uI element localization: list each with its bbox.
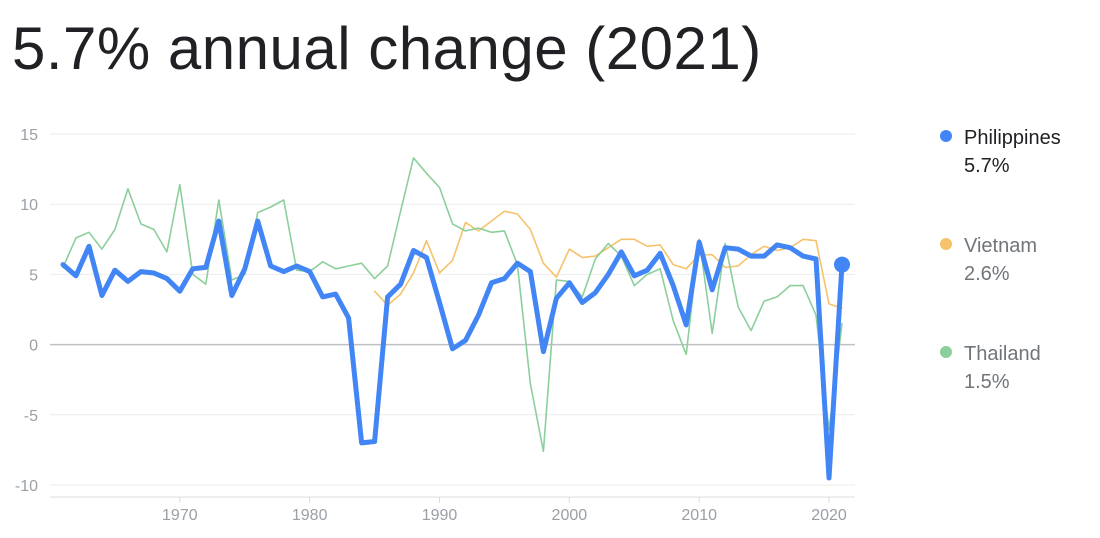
legend-value: 2.6% [964,263,1010,285]
x-tick-label: 1990 [422,507,458,524]
y-tick-label: 5 [29,267,38,284]
x-tick-label: 1970 [162,507,198,524]
gridlines [50,133,855,486]
series-lines[interactable] [60,157,851,481]
y-tick-label: 0 [29,338,38,355]
x-axis-ticks: 1970 1980 1990 2000 2010 2020 [50,496,855,524]
legend-dot-icon [940,346,952,358]
series-line-thailand[interactable] [62,157,843,453]
y-tick-label: 15 [20,127,38,144]
legend-dot-icon [940,130,952,142]
y-tick-label: 10 [20,197,38,214]
series-line-vietnam[interactable] [373,210,843,309]
series-endpoint-philippines[interactable] [834,256,851,273]
y-tick-label: -5 [24,408,38,425]
x-tick-label: 2020 [811,507,847,524]
legend-item-philippines[interactable]: Philippines 5.7% [940,124,1100,232]
x-tick-label: 2010 [681,507,717,524]
y-axis-ticks: 15 10 5 0 -5 -10 [15,127,38,495]
headline: 5.7% annual change (2021) [12,15,762,82]
legend[interactable]: Philippines 5.7% Vietnam 2.6% Thailand 1… [940,124,1100,448]
legend-name: Vietnam [964,235,1038,257]
legend-value: 1.5% [964,371,1010,393]
legend-item-vietnam[interactable]: Vietnam 2.6% [940,232,1100,340]
legend-name: Thailand [964,343,1041,365]
x-tick-label: 1980 [292,507,328,524]
y-tick-label: -10 [15,478,38,495]
legend-value: 5.7% [964,155,1010,177]
legend-name: Philippines [964,127,1061,149]
x-tick-label: 2000 [552,507,588,524]
legend-item-thailand[interactable]: Thailand 1.5% [940,340,1100,448]
legend-dot-icon [940,238,952,250]
series-line-philippines[interactable] [60,218,845,481]
